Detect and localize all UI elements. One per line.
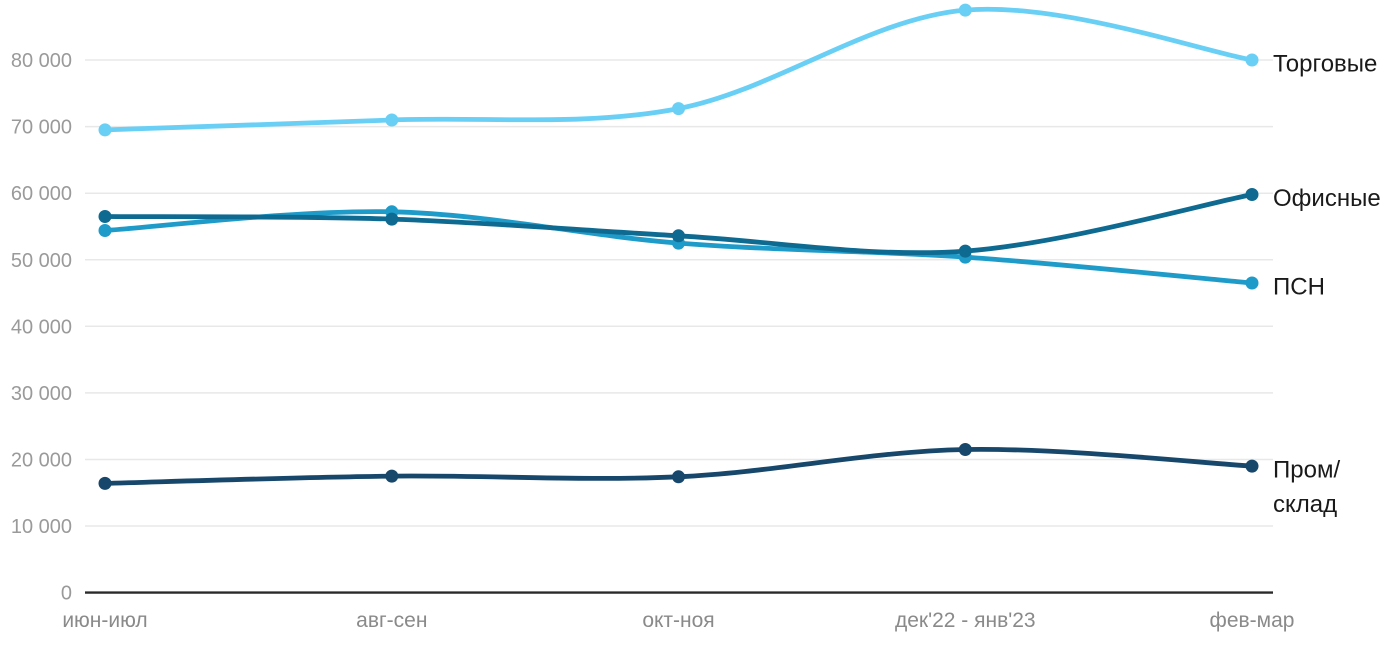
series-label: ПСН	[1273, 274, 1325, 301]
y-axis-tick-label: 80 000	[11, 50, 72, 72]
y-axis-tick-label: 10 000	[11, 516, 72, 538]
data-point	[385, 212, 399, 226]
data-point	[958, 443, 972, 456]
y-axis-tick-label: 60 000	[11, 183, 72, 205]
x-axis-tick-label: фев-мар	[1210, 609, 1295, 632]
data-point	[385, 469, 399, 483]
data-point	[672, 470, 685, 484]
x-axis-tick-label: окт-ноя	[642, 609, 714, 632]
data-point	[98, 476, 112, 490]
x-axis-tick-label: июн-июл	[62, 609, 147, 632]
x-axis-tick-label: авг-сен	[356, 609, 427, 632]
data-point	[1245, 276, 1259, 290]
y-axis-tick-label: 30 000	[11, 383, 72, 405]
series-label: Пром/	[1273, 457, 1340, 484]
data-point	[672, 102, 685, 116]
series-label: Торговые	[1273, 51, 1377, 78]
series-label: склад	[1273, 491, 1337, 518]
y-axis-tick-label: 50 000	[11, 250, 72, 272]
data-point	[958, 244, 972, 258]
data-point	[98, 210, 112, 223]
y-axis-tick-label: 40 000	[11, 316, 72, 338]
data-point	[672, 229, 685, 243]
data-point	[385, 113, 399, 127]
series-label: Офисные	[1273, 185, 1381, 212]
y-axis-tick-label: 0	[61, 583, 72, 605]
data-point	[1245, 53, 1259, 67]
data-point	[98, 224, 112, 237]
data-point	[98, 123, 112, 137]
y-axis-tick-label: 20 000	[11, 450, 72, 472]
data-point	[958, 3, 972, 17]
y-axis-tick-label: 70 000	[11, 117, 72, 139]
data-point	[1245, 459, 1259, 473]
data-point	[1245, 188, 1259, 201]
x-axis-tick-label: дек'22 - янв'23	[895, 609, 1036, 632]
